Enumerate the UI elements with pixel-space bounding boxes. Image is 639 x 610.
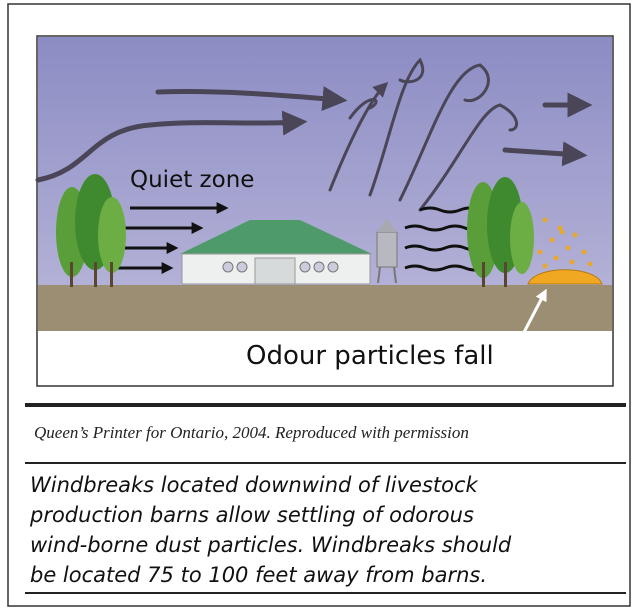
- label: Quiet zone: [130, 167, 254, 193]
- page: Quiet zone Odour particles fall Queen’s …: [0, 0, 639, 610]
- caption-line: Windbreaks located downwind of livestock: [30, 473, 479, 497]
- caption-line: wind-borne dust particles. Windbreaks sh…: [30, 533, 512, 557]
- credit: Queen’s Printer for Ontario, 2004. Repro…: [34, 423, 469, 442]
- ground: [38, 285, 612, 331]
- caption-line: production barns allow settling of odoro…: [29, 503, 474, 527]
- caption-line: be located 75 to 100 feet away from barn…: [30, 563, 487, 587]
- figure: Quiet zone Odour particles fall Queen’s …: [0, 0, 639, 610]
- caption: Windbreaks located downwind of livestock…: [29, 473, 512, 587]
- illustration: Quiet zone Odour particles fall: [37, 36, 613, 386]
- label: Odour particles fall: [246, 341, 494, 371]
